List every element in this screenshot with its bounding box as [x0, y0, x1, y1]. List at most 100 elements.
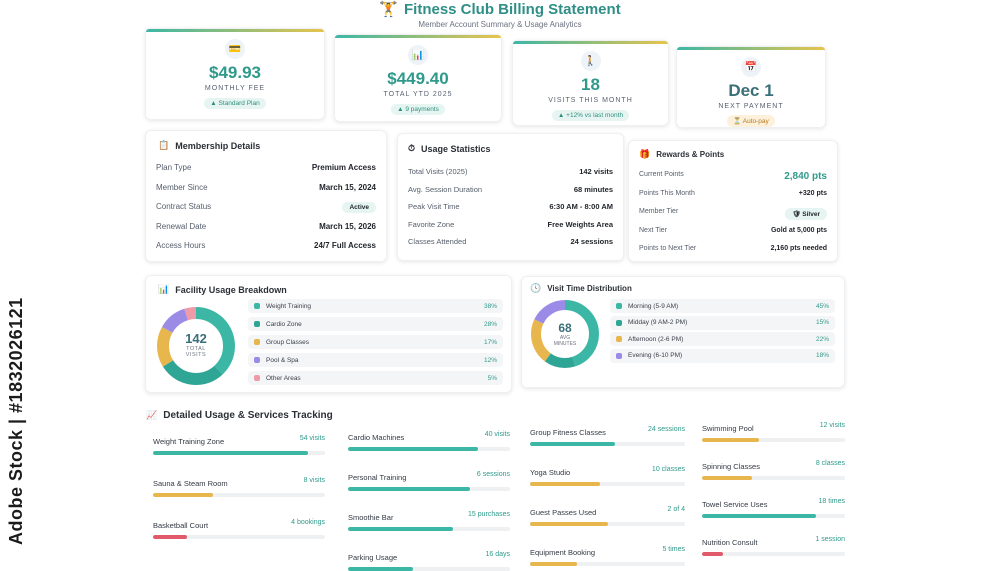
legend-item: Cardio Zone 28% [248, 317, 503, 331]
usage-item-value: 54 visits [299, 435, 325, 442]
legend-percent: 12% [483, 356, 497, 364]
legend-percent: 45% [815, 302, 829, 310]
usage-progress-bar [153, 493, 325, 497]
legend-percent: 22% [815, 335, 829, 343]
card-icon: 💳 [225, 39, 245, 59]
usage-progress-bar [348, 527, 510, 531]
detail-value: March 15, 2026 [319, 221, 376, 231]
facility-title-text: Facility Usage Breakdown [175, 284, 287, 295]
usage-progress-bar [153, 535, 325, 539]
usage-item-value: 10 classes [651, 466, 685, 473]
chart-line-icon: 📈 [146, 410, 158, 420]
detail-value: 🛡 Silver [785, 208, 827, 220]
usage-progress-fill [348, 527, 454, 531]
kpi-badge: ▲ +12% vs last month [551, 110, 630, 121]
detail-key: Points to Next Tier [639, 245, 697, 252]
detail-value: 24/7 Full Access [314, 241, 376, 250]
detail-row: Classes Attended 24 sessions [408, 237, 613, 246]
kpi-card: 🚶 18 VISITS THIS MONTH ▲ +12% vs last month [512, 40, 669, 126]
legend-swatch [616, 319, 622, 326]
kpi-badge: ▲ 9 payments [391, 104, 445, 115]
donut-slice [531, 300, 599, 368]
usage-progress-bar [702, 438, 845, 442]
usage-item-value: 2 of 4 [667, 506, 685, 513]
detail-row: Current Points 2,840 pts [639, 171, 827, 182]
stopwatch-icon: ⏱ [408, 143, 416, 153]
tracking-section-title: 📈 Detailed Usage & Services Tracking [146, 410, 333, 421]
kpi-value: Dec 1 [728, 81, 774, 100]
usage-item-value: 6 sessions [476, 471, 510, 478]
detail-key: Plan Type [156, 163, 192, 172]
legend-swatch [254, 303, 260, 309]
detail-row: Favorite Zone Free Weights Area [408, 220, 613, 229]
legend-item: Afternoon (2-6 PM) 22% [610, 332, 835, 346]
clipboard-icon: 📋 [158, 140, 170, 150]
usage-item-label: Cardio Machines [348, 433, 405, 442]
kpi-accent-bar [146, 29, 324, 32]
detail-value: 68 minutes [573, 184, 613, 194]
detail-row: Member Since March 15, 2024 [156, 183, 376, 192]
page-title-text: Fitness Club Billing Statement [404, 1, 621, 18]
usage-progress-bar [348, 567, 510, 571]
detail-key: Access Hours [156, 241, 206, 250]
usage-progress-bar [530, 482, 685, 486]
usage-item-value: 8 classes [815, 460, 845, 467]
kpi-card: 💳 $49.93 MONTHLY FEE ▲ Standard Plan [145, 28, 325, 120]
detail-row: Access Hours 24/7 Full Access [156, 241, 376, 250]
kpi-label: NEXT PAYMENT [718, 103, 784, 110]
detail-key: Member Since [156, 182, 208, 192]
detail-key: Peak Visit Time [408, 202, 460, 211]
detail-key: Next Tier [639, 226, 668, 234]
usage-item-label: Guest Passes Used [530, 508, 597, 517]
visit-avg-value: 68 [558, 321, 572, 335]
donut-slice [157, 307, 235, 385]
usage-item-label: Group Fitness Classes [530, 428, 606, 437]
facility-total-label2: VISITS [185, 352, 207, 358]
usage-progress-bar [702, 514, 845, 518]
donut-slice [531, 300, 599, 368]
legend-label: Pool & Spa [266, 356, 299, 364]
detail-value: 6:30 AM - 8:00 AM [549, 202, 613, 211]
kpi-badge: ▲ Standard Plan [204, 98, 266, 109]
usage-item-value: 8 visits [303, 477, 325, 484]
page-subtitle: Member Account Summary & Usage Analytics [418, 20, 582, 29]
usage-item-label: Sauna & Steam Room [153, 479, 228, 488]
kpi-card: 📅 Dec 1 NEXT PAYMENT ⏳ Auto-pay [676, 46, 826, 128]
usage-item-value: 18 times [818, 498, 845, 505]
detail-row: Member Tier 🛡 Silver [639, 208, 827, 220]
detail-value: March 15, 2024 [319, 182, 376, 192]
usage-item-label: Basketball Court [153, 521, 209, 530]
usage-progress-fill [153, 493, 214, 497]
legend-item: Midday (9 AM-2 PM) 15% [610, 315, 835, 330]
donut-slice [157, 307, 235, 385]
legend-label: Weight Training [266, 302, 312, 310]
legend-swatch [254, 321, 260, 327]
clock-icon: 🕓 [530, 283, 542, 293]
visit-time-donut-chart [531, 300, 599, 368]
facility-donut-center: 142 TOTAL VISITS [166, 331, 226, 358]
usage-item-label: Towel Service Uses [702, 500, 768, 509]
tracking-title-text: Detailed Usage & Services Tracking [163, 410, 333, 421]
detail-value: 2,160 pts needed [770, 245, 827, 252]
legend-item: Group Classes 17% [248, 335, 503, 349]
legend-percent: 15% [815, 319, 829, 326]
detail-key: Member Tier [639, 208, 679, 215]
usage-item-value: 15 purchases [467, 511, 510, 518]
kpi-value: 18 [581, 75, 600, 94]
kpi-label: VISITS THIS MONTH [548, 97, 633, 104]
detail-row: Peak Visit Time 6:30 AM - 8:00 AM [408, 202, 613, 211]
usage-progress-fill [348, 487, 470, 491]
legend-label: Cardio Zone [266, 320, 302, 328]
usage-progress-fill [153, 535, 188, 539]
usage-progress-fill [702, 552, 724, 556]
legend-swatch [616, 352, 622, 359]
legend-label: Midday (9 AM-2 PM) [628, 319, 688, 326]
detail-key: Favorite Zone [408, 219, 455, 229]
usage-item-value: 4 bookings [291, 519, 325, 526]
legend-label: Evening (6-10 PM) [628, 352, 683, 359]
detail-value: Free Weights Area [547, 219, 613, 229]
detail-key: Total Visits (2025) [408, 167, 468, 176]
gift-icon: 🎁 [639, 149, 651, 159]
usage-stats-title-text: Usage Statistics [421, 143, 491, 154]
detail-key: Classes Attended [408, 237, 467, 246]
